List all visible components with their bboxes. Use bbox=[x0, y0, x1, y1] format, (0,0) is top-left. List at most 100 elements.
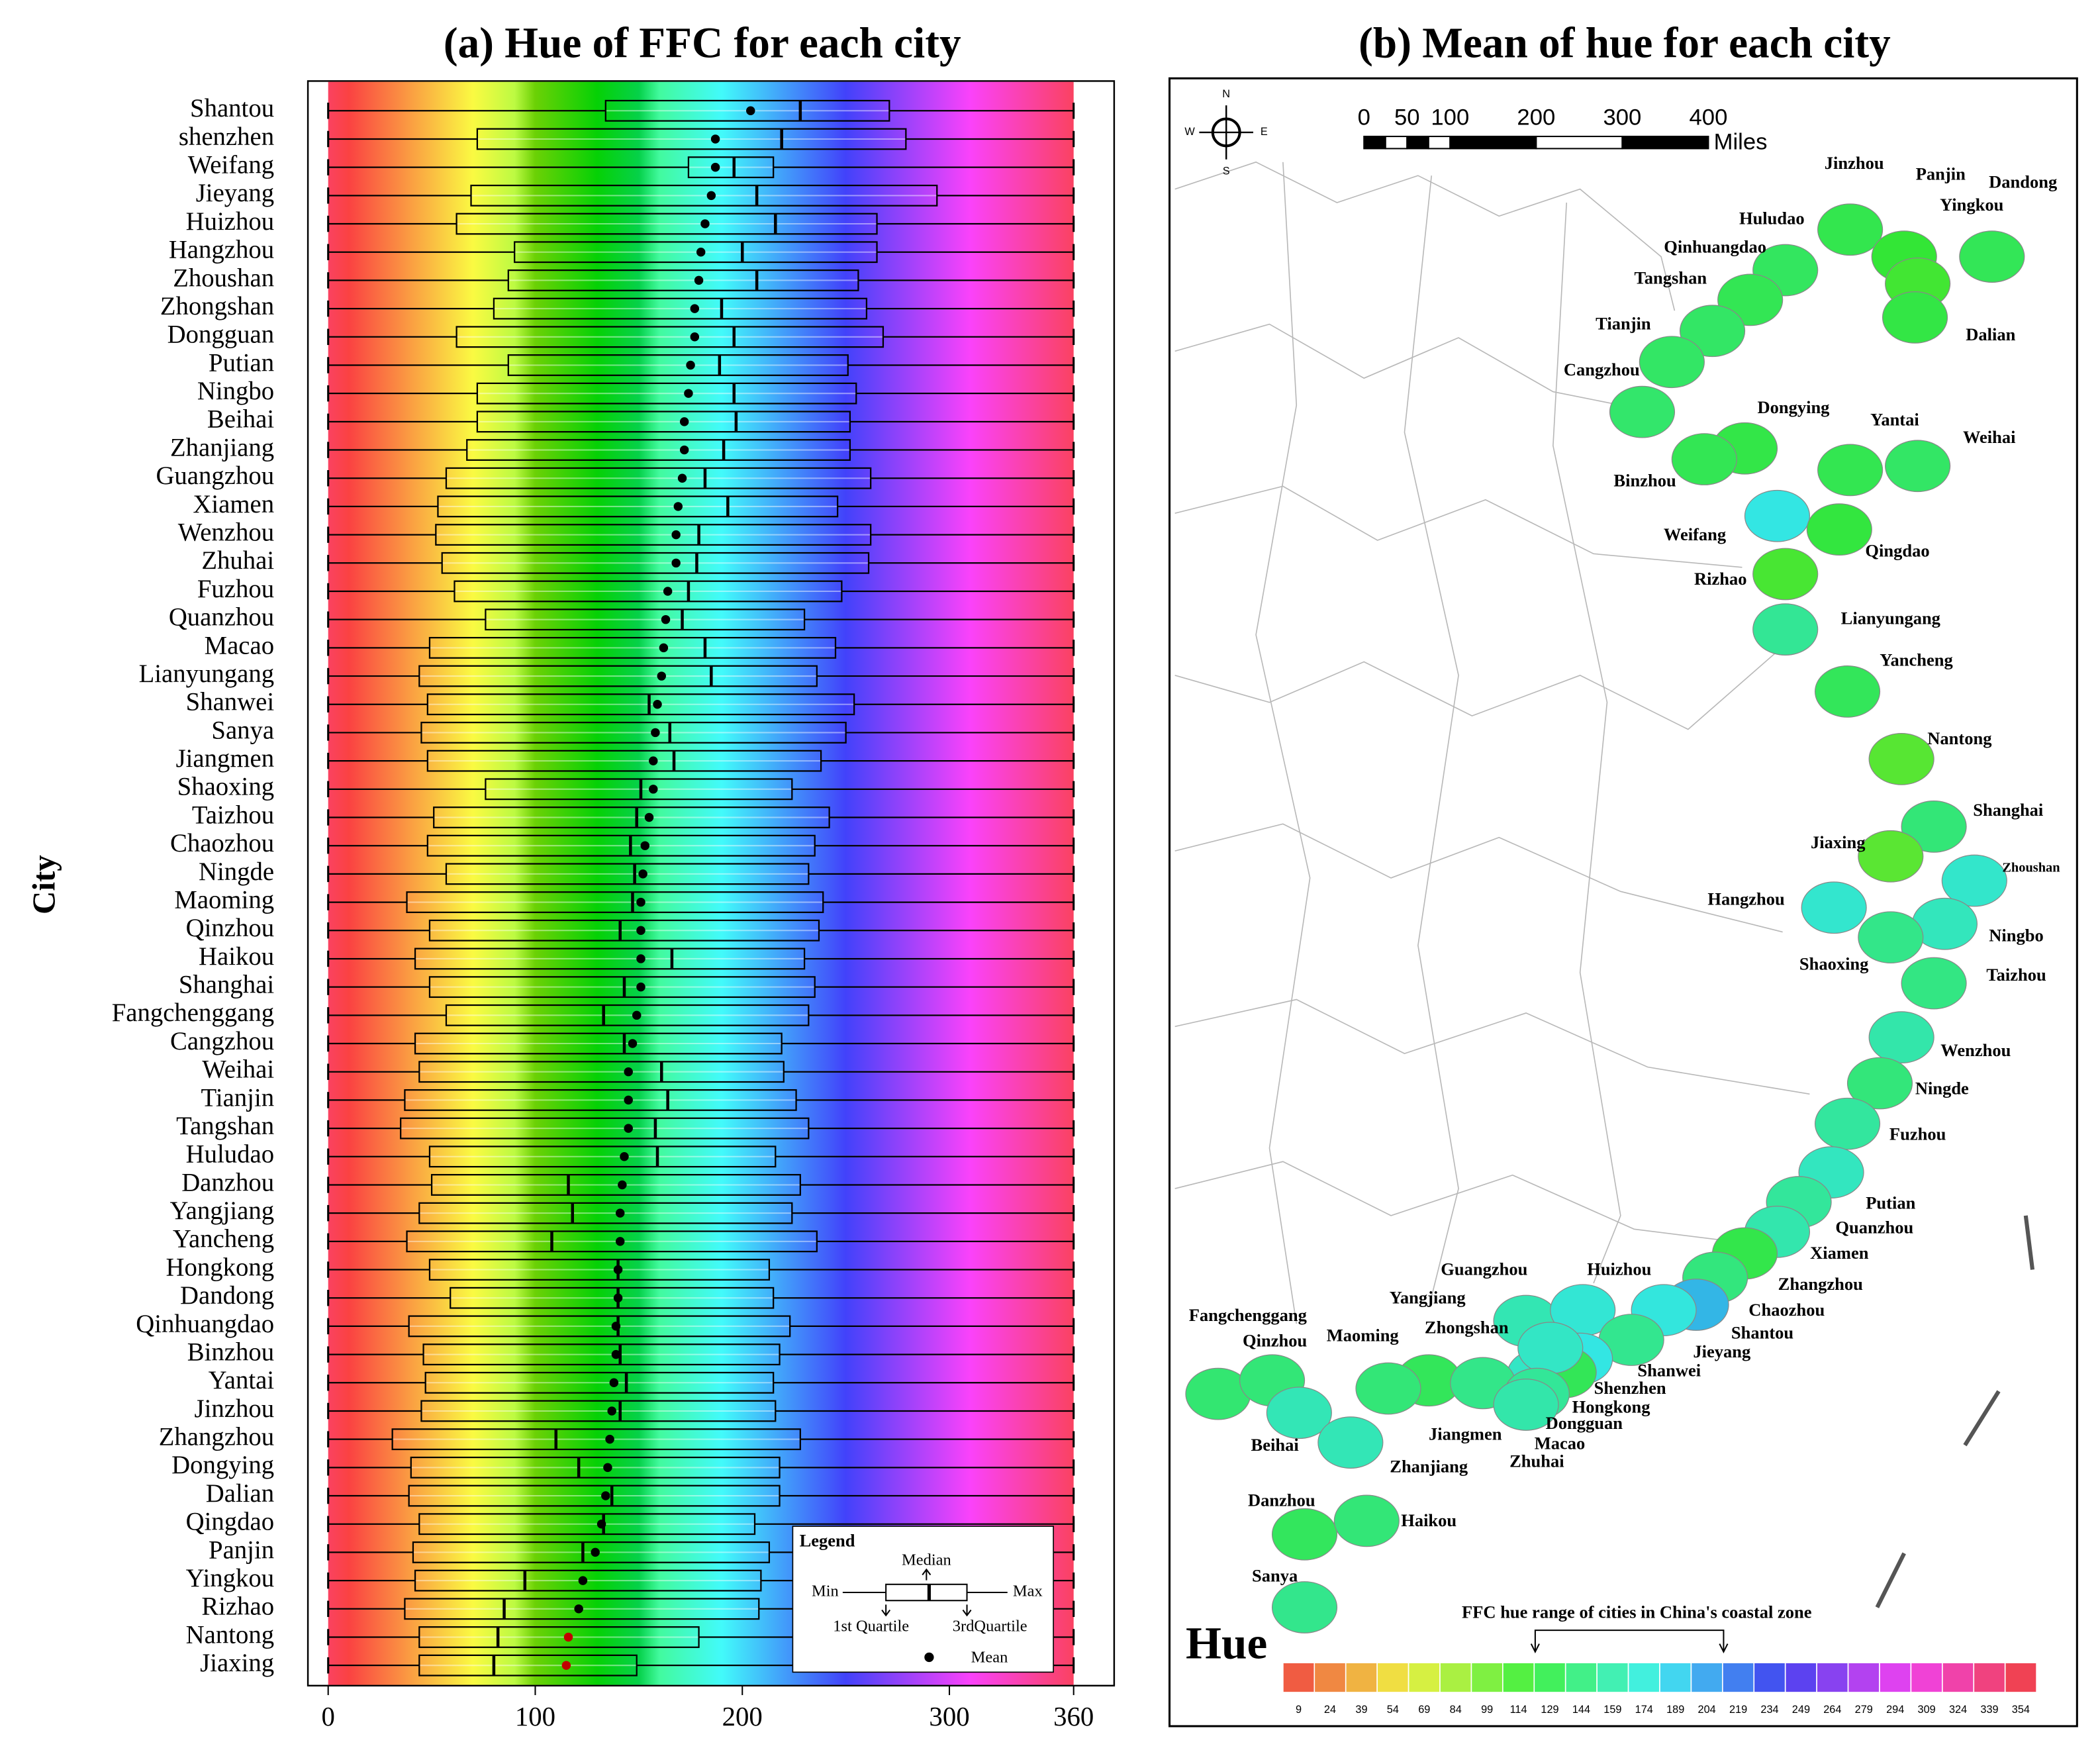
mean-dot bbox=[644, 812, 654, 822]
mean-dot bbox=[563, 1632, 573, 1642]
y-tick-label: Xiamen bbox=[193, 490, 274, 518]
y-tick-label: Jinzhou bbox=[195, 1394, 275, 1423]
city-label: Danzhou bbox=[1248, 1490, 1315, 1510]
scalebar-label: 300 bbox=[1603, 105, 1641, 130]
city-label: Yangjiang bbox=[1390, 1287, 1466, 1307]
mean-dot bbox=[690, 304, 700, 313]
scalebar-segment bbox=[1449, 136, 1537, 150]
city-region bbox=[1355, 1362, 1421, 1415]
box bbox=[450, 1287, 775, 1309]
colorbar-cell bbox=[1408, 1662, 1441, 1693]
colorbar-tick-label: 339 bbox=[1980, 1704, 1998, 1716]
x-tick-label: 300 bbox=[929, 1702, 969, 1731]
y-tick-label: Guangzhou bbox=[156, 462, 274, 490]
box bbox=[391, 1428, 801, 1451]
city-region bbox=[1941, 854, 2007, 907]
y-tick-label: Ningde bbox=[199, 857, 274, 886]
box bbox=[408, 1485, 781, 1507]
mean-dot bbox=[663, 587, 673, 596]
city-region bbox=[1959, 230, 2025, 283]
y-tick-label: Maoming bbox=[174, 885, 274, 914]
legend-mean-label: Mean bbox=[971, 1649, 1008, 1667]
y-tick-label: Taizhou bbox=[192, 801, 274, 829]
compass-w: W bbox=[1184, 126, 1195, 138]
y-tick-label: Panjin bbox=[209, 1535, 274, 1564]
mean-dot bbox=[615, 1208, 625, 1218]
city-label: Zhongshan bbox=[1425, 1317, 1509, 1337]
border bbox=[1255, 162, 1311, 1324]
y-tick-label: Jiangmen bbox=[176, 744, 275, 773]
box bbox=[426, 834, 816, 857]
city-label: Jieyang bbox=[1693, 1341, 1750, 1361]
city-label: Binzhou bbox=[1613, 470, 1676, 490]
city-label: Huludao bbox=[1739, 209, 1805, 228]
colorbar-cell bbox=[1345, 1662, 1378, 1693]
mean-dot bbox=[651, 728, 660, 738]
border bbox=[1174, 323, 1621, 406]
mean-dot bbox=[649, 785, 658, 794]
compass-e: E bbox=[1261, 126, 1268, 138]
border bbox=[1174, 485, 1742, 568]
box bbox=[418, 1513, 756, 1535]
mean-dot bbox=[686, 360, 695, 370]
y-tick-label: Zhangzhou bbox=[159, 1423, 274, 1451]
city-region bbox=[1814, 1097, 1881, 1150]
box bbox=[455, 326, 884, 348]
y-tick-label: Huludao bbox=[186, 1140, 274, 1169]
box bbox=[426, 693, 855, 716]
legend-min-label: Min bbox=[812, 1583, 839, 1600]
city-label: Shantou bbox=[1731, 1322, 1794, 1342]
legend-arrows bbox=[881, 1568, 972, 1617]
scalebar-segment bbox=[1535, 136, 1623, 150]
box bbox=[424, 1371, 775, 1394]
colorbar-cell bbox=[1376, 1662, 1409, 1693]
compass-s: S bbox=[1223, 165, 1230, 177]
x-tick-label: 360 bbox=[1053, 1702, 1094, 1731]
city-region bbox=[1882, 291, 1948, 344]
box bbox=[418, 1654, 638, 1677]
city-label: Fangchenggang bbox=[1189, 1305, 1307, 1325]
box bbox=[428, 1259, 771, 1281]
y-tick-label: Dongying bbox=[171, 1451, 274, 1479]
colorbar-tick-label: 249 bbox=[1792, 1704, 1810, 1716]
legend-title: Legend bbox=[800, 1531, 855, 1551]
city-label: Beihai bbox=[1251, 1435, 1299, 1455]
box bbox=[418, 665, 818, 687]
y-tick-label: Nantong bbox=[186, 1620, 274, 1649]
x-tick-label: 100 bbox=[515, 1702, 555, 1731]
box bbox=[687, 156, 775, 179]
mean-dot bbox=[574, 1604, 583, 1614]
compass-cross bbox=[1199, 105, 1254, 160]
city-region bbox=[1806, 503, 1872, 556]
y-tick-label: Dandong bbox=[180, 1281, 274, 1310]
legend-mean-dot bbox=[924, 1652, 934, 1663]
scalebar-segment bbox=[1406, 136, 1429, 150]
y-tick-label: Yingkou bbox=[186, 1564, 275, 1592]
scalebar-label: 50 bbox=[1394, 105, 1420, 130]
x-tick-label: 0 bbox=[321, 1702, 334, 1731]
box bbox=[470, 184, 938, 207]
box bbox=[485, 609, 806, 631]
y-tick-label: Yangjiang bbox=[170, 1196, 275, 1225]
scalebar-segment bbox=[1384, 136, 1408, 150]
y-tick-label: Shantou bbox=[190, 94, 274, 122]
city-label: Lianyungang bbox=[1841, 608, 1940, 628]
colorbar-tick-label: 99 bbox=[1481, 1704, 1493, 1716]
colorbar-tick-label: 114 bbox=[1510, 1704, 1527, 1716]
box bbox=[445, 467, 872, 489]
y-tick-label: Macao bbox=[205, 631, 274, 659]
y-tick-label: Shanwei bbox=[186, 688, 275, 716]
scalebar-label: 100 bbox=[1431, 105, 1469, 130]
mean-dot bbox=[679, 445, 689, 455]
y-tick-label: Qinhuangdao bbox=[136, 1310, 274, 1338]
mean-dot bbox=[640, 841, 649, 850]
box bbox=[455, 213, 878, 235]
mean-dot bbox=[611, 1349, 621, 1359]
city-region bbox=[1317, 1416, 1384, 1469]
city-region bbox=[1885, 440, 1951, 493]
city-region bbox=[1752, 603, 1819, 656]
city-label: Tianjin bbox=[1596, 314, 1651, 334]
chart-title: (a) Hue of FFC for each city bbox=[444, 19, 961, 67]
box bbox=[426, 750, 822, 772]
box bbox=[418, 1061, 785, 1083]
